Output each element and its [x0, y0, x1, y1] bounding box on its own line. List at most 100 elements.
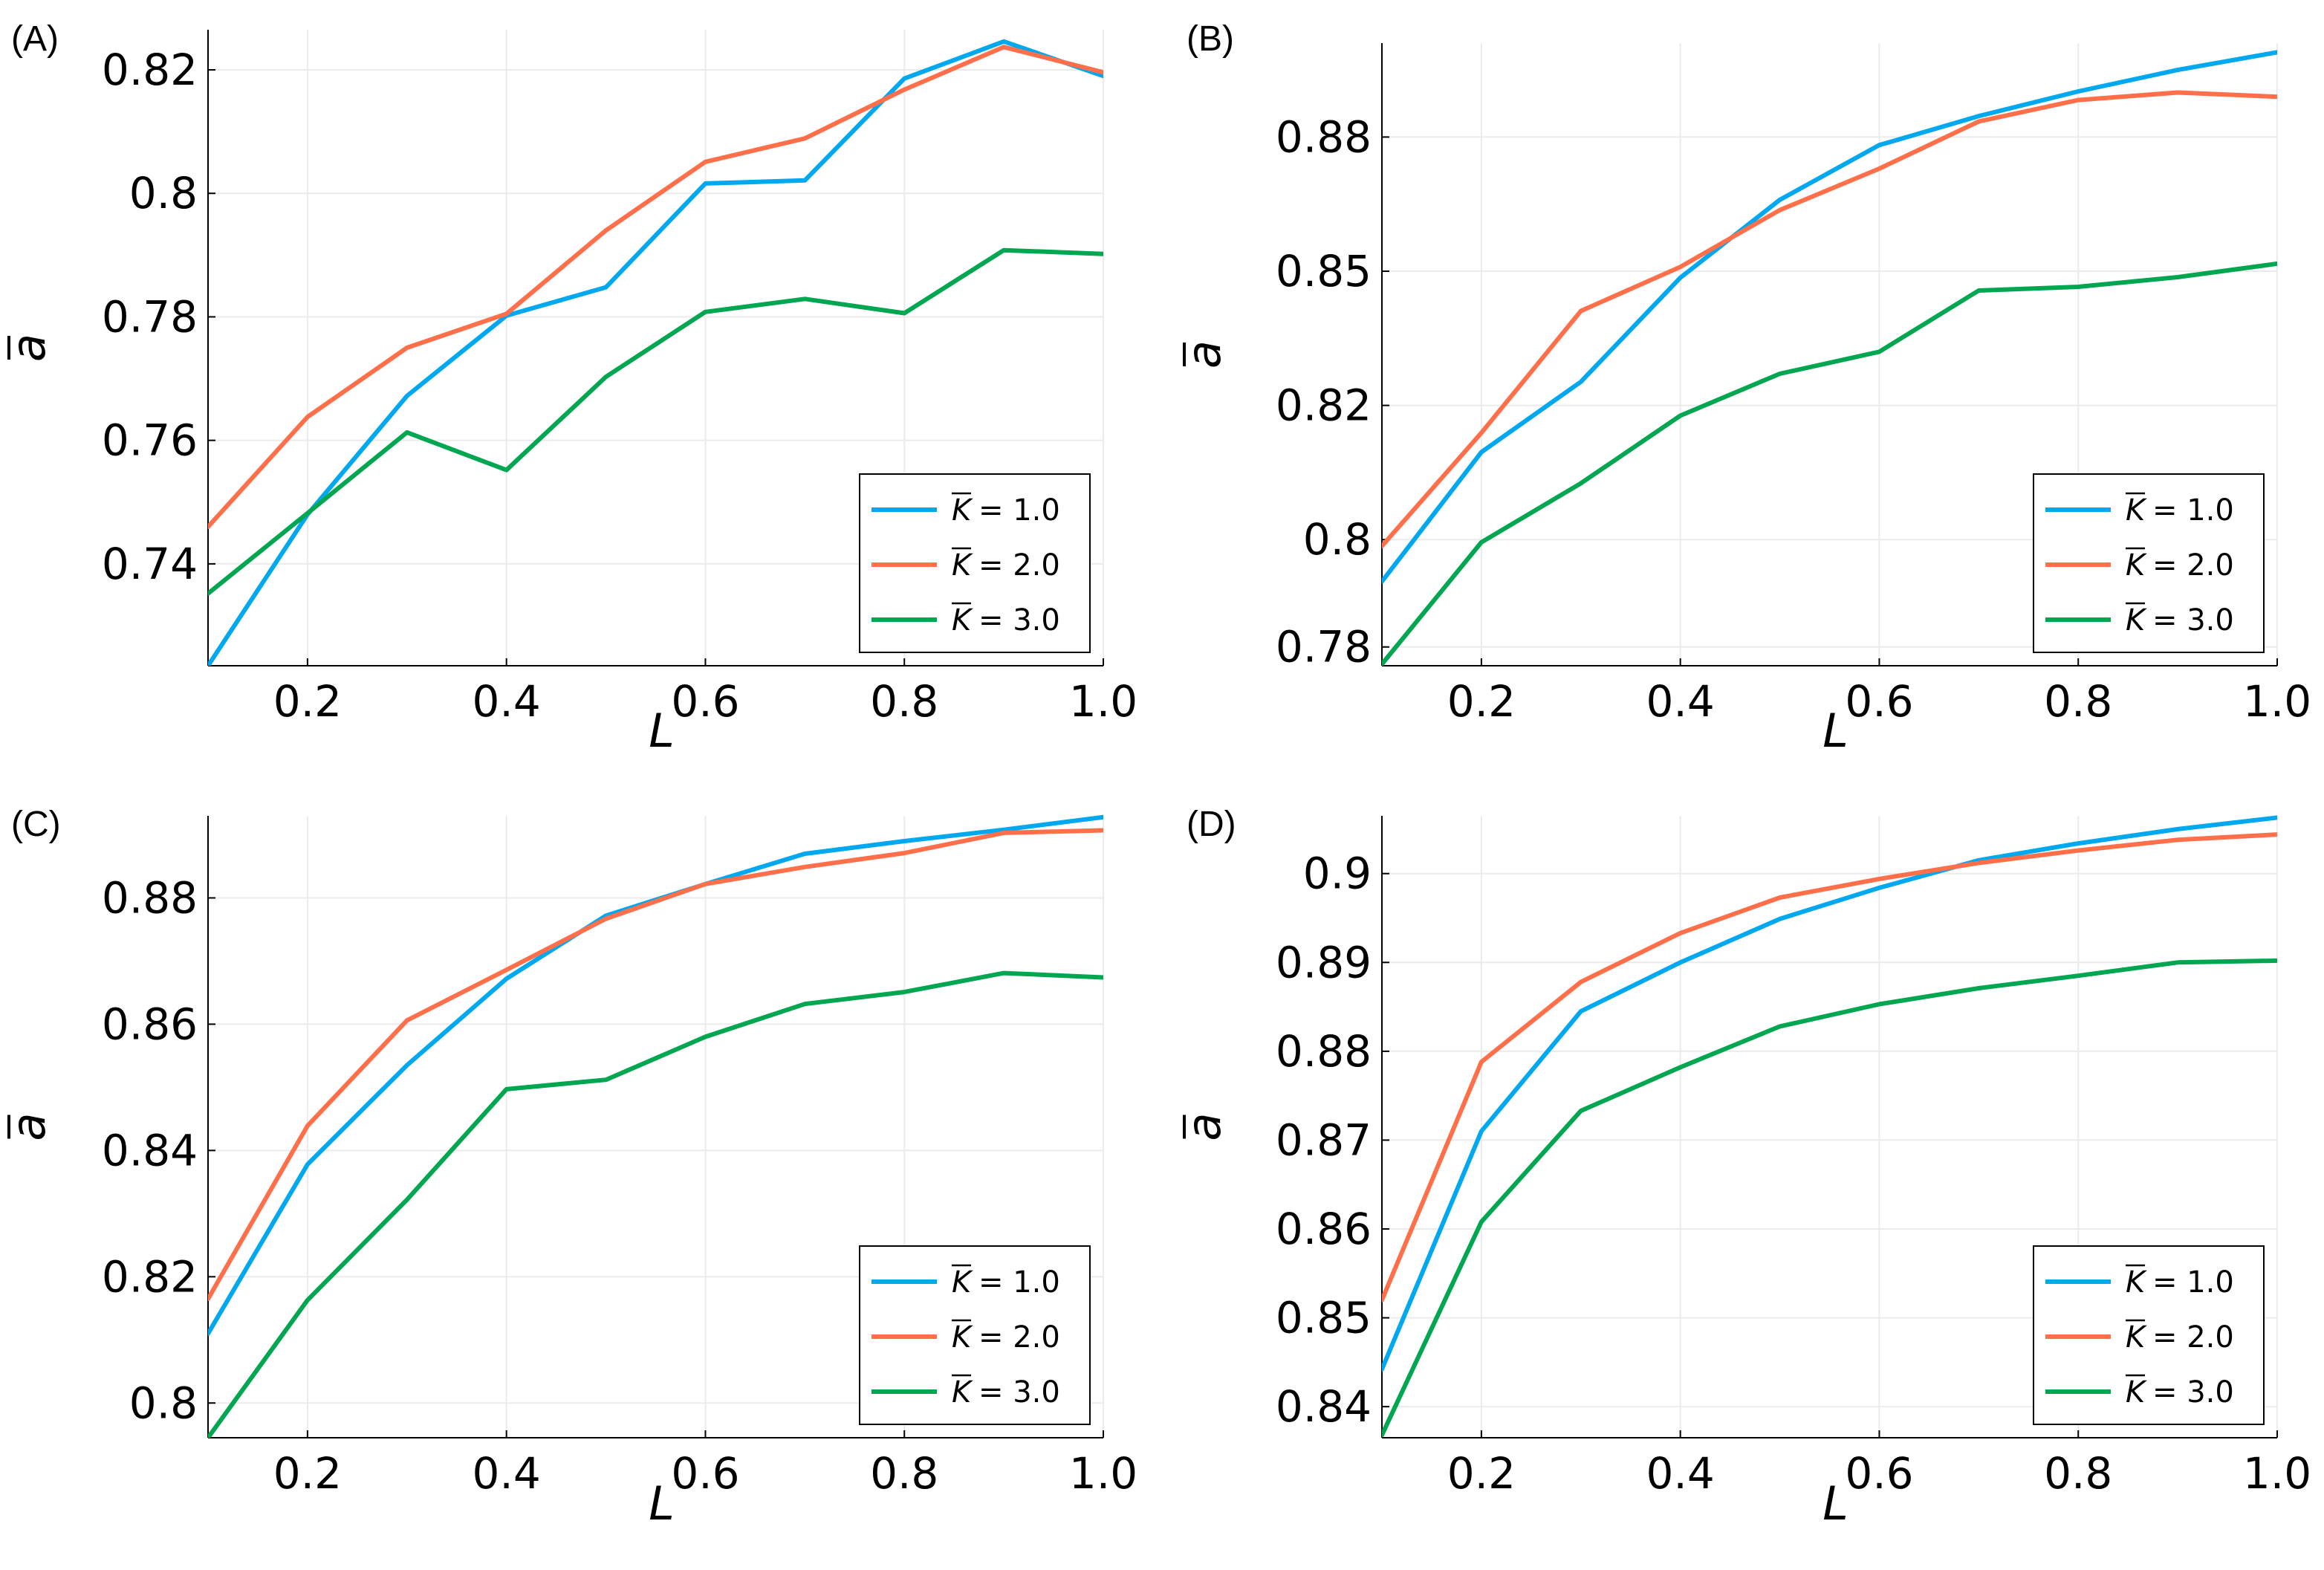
legend-symbol: K: [2126, 1375, 2147, 1410]
x-tick-label: 0.8: [870, 676, 938, 727]
chart-panel: 0.2 0.4 0.6 0.8 1.0 0.8 0.82 0.84 0.86 0.88 (C) La K…: [1, 805, 1137, 1531]
y-axis-label-text: a: [1, 334, 56, 362]
x-tick-label: 0.6: [1845, 1448, 1913, 1499]
panel-label: (A): [11, 19, 59, 59]
series-line: [208, 970, 1103, 1438]
series-line: [208, 828, 1103, 1302]
chart-panel: 0.2 0.4 0.6 0.8 1.0 0.84 0.85 0.86 0.87 0.88 0.89 0…: [1177, 805, 2311, 1531]
legend-label: = 3.0: [2152, 603, 2234, 638]
y-tick-label: 0.78: [102, 291, 198, 342]
series-line: [208, 45, 1103, 529]
legend-symbol: K: [2126, 1265, 2147, 1300]
legend: K = 1.0K = 2.0K = 3.0: [2033, 473, 2265, 653]
y-tick-label: 0.82: [1276, 380, 1372, 431]
y-tick-label: 0.89: [1276, 937, 1372, 987]
series-line: [1382, 261, 2277, 666]
legend-symbol: K: [952, 603, 973, 638]
legend-label: = 3.0: [978, 603, 1060, 638]
legend-label: = 2.0: [978, 548, 1060, 583]
legend-symbol: K: [952, 1320, 973, 1355]
legend-symbol: K: [2126, 603, 2147, 638]
series-line: [208, 39, 1103, 666]
x-tick-label: 0.2: [273, 1448, 342, 1499]
x-axis-label: L: [1822, 704, 1849, 758]
legend-label: = 3.0: [978, 1375, 1060, 1410]
x-tick-label: 0.4: [1646, 676, 1715, 727]
x-tick-label: 0.2: [1447, 676, 1516, 727]
legend-label: = 2.0: [978, 1320, 1060, 1355]
x-tick-label: 1.0: [2243, 676, 2311, 727]
panel-label: (B): [1187, 19, 1234, 59]
legend-symbol: K: [2126, 548, 2147, 583]
legend-symbol: K: [952, 548, 973, 583]
x-tick-label: 0.8: [2044, 1448, 2112, 1499]
legend-label: = 1.0: [978, 493, 1060, 528]
legend-label: = 1.0: [2152, 1265, 2234, 1300]
y-axis-label: a: [1, 1113, 56, 1141]
y-axis-label-text: a: [1177, 1113, 1231, 1141]
y-tick-label: 0.9: [1303, 849, 1372, 899]
series-line: [1382, 90, 2277, 548]
legend-label: = 2.0: [2152, 548, 2234, 583]
y-axis-label: a: [1177, 340, 1231, 369]
y-tick-label: 0.88: [1276, 1026, 1372, 1077]
y-axis-label-text: a: [1, 1113, 56, 1141]
y-tick-label: 0.74: [102, 539, 198, 589]
y-tick-label: 0.88: [1276, 111, 1372, 162]
x-tick-label: 0.2: [1447, 1448, 1516, 1499]
legend-symbol: K: [952, 1375, 973, 1410]
y-tick-label: 0.88: [102, 872, 198, 923]
x-tick-label: 1.0: [1069, 676, 1137, 727]
legend-symbol: K: [952, 493, 973, 528]
series-line: [1382, 958, 2277, 1438]
y-tick-label: 0.78: [1276, 622, 1372, 672]
legend-symbol: K: [2126, 1320, 2147, 1355]
chart-panel: 0.2 0.4 0.6 0.8 1.0 0.78 0.8 0.82 0.85 0.88 (B) La K…: [1177, 19, 2311, 758]
y-tick-label: 0.76: [102, 415, 198, 466]
chart-panel: 0.2 0.4 0.6 0.8 1.0 0.74 0.76 0.78 0.8 0.82 (A) La K…: [1, 19, 1137, 758]
y-tick-label: 0.8: [1303, 514, 1372, 565]
legend-symbol: K: [2126, 493, 2147, 528]
series-line: [1382, 815, 2277, 1372]
legend: K = 1.0K = 2.0K = 3.0: [859, 1245, 1091, 1425]
series-line: [208, 247, 1103, 596]
y-tick-label: 0.85: [1276, 1293, 1372, 1343]
x-tick-label: 0.6: [671, 1448, 739, 1499]
legend-label: = 3.0: [2152, 1375, 2234, 1410]
y-tick-label: 0.82: [102, 45, 198, 95]
legend-symbol: K: [952, 1265, 973, 1300]
legend-label: = 1.0: [2152, 493, 2234, 528]
y-tick-label: 0.85: [1276, 246, 1372, 296]
y-tick-label: 0.8: [129, 1378, 198, 1428]
legend-label: = 1.0: [978, 1265, 1060, 1300]
series-line: [1382, 832, 2277, 1303]
y-tick-label: 0.86: [1276, 1204, 1372, 1254]
x-axis-label: L: [649, 704, 675, 758]
y-tick-label: 0.82: [102, 1251, 198, 1302]
x-tick-label: 0.8: [2044, 676, 2112, 727]
x-tick-label: 0.6: [671, 676, 739, 727]
x-tick-label: 0.8: [870, 1448, 938, 1499]
series-line: [1382, 50, 2277, 584]
y-tick-label: 0.84: [102, 1125, 198, 1175]
x-tick-label: 0.4: [473, 1448, 541, 1499]
y-tick-label: 0.87: [1276, 1115, 1372, 1165]
x-axis-label: L: [1822, 1476, 1849, 1531]
legend-label: = 2.0: [2152, 1320, 2234, 1355]
legend: K = 1.0K = 2.0K = 3.0: [2033, 1245, 2265, 1425]
x-tick-label: 1.0: [1069, 1448, 1137, 1499]
y-axis-label-text: a: [1177, 340, 1231, 369]
x-tick-label: 0.4: [473, 676, 541, 727]
y-tick-label: 0.86: [102, 999, 198, 1049]
y-axis-label: a: [1, 334, 56, 362]
y-axis-label: a: [1177, 1113, 1231, 1141]
x-tick-label: 1.0: [2243, 1448, 2311, 1499]
y-tick-label: 0.8: [129, 168, 198, 218]
x-axis-label: L: [649, 1476, 675, 1531]
x-tick-label: 0.2: [273, 676, 342, 727]
x-tick-label: 0.4: [1646, 1448, 1715, 1499]
panel-label: (D): [1187, 805, 1236, 844]
panel-label: (C): [11, 805, 61, 844]
legend: K = 1.0K = 2.0K = 3.0: [859, 473, 1091, 653]
